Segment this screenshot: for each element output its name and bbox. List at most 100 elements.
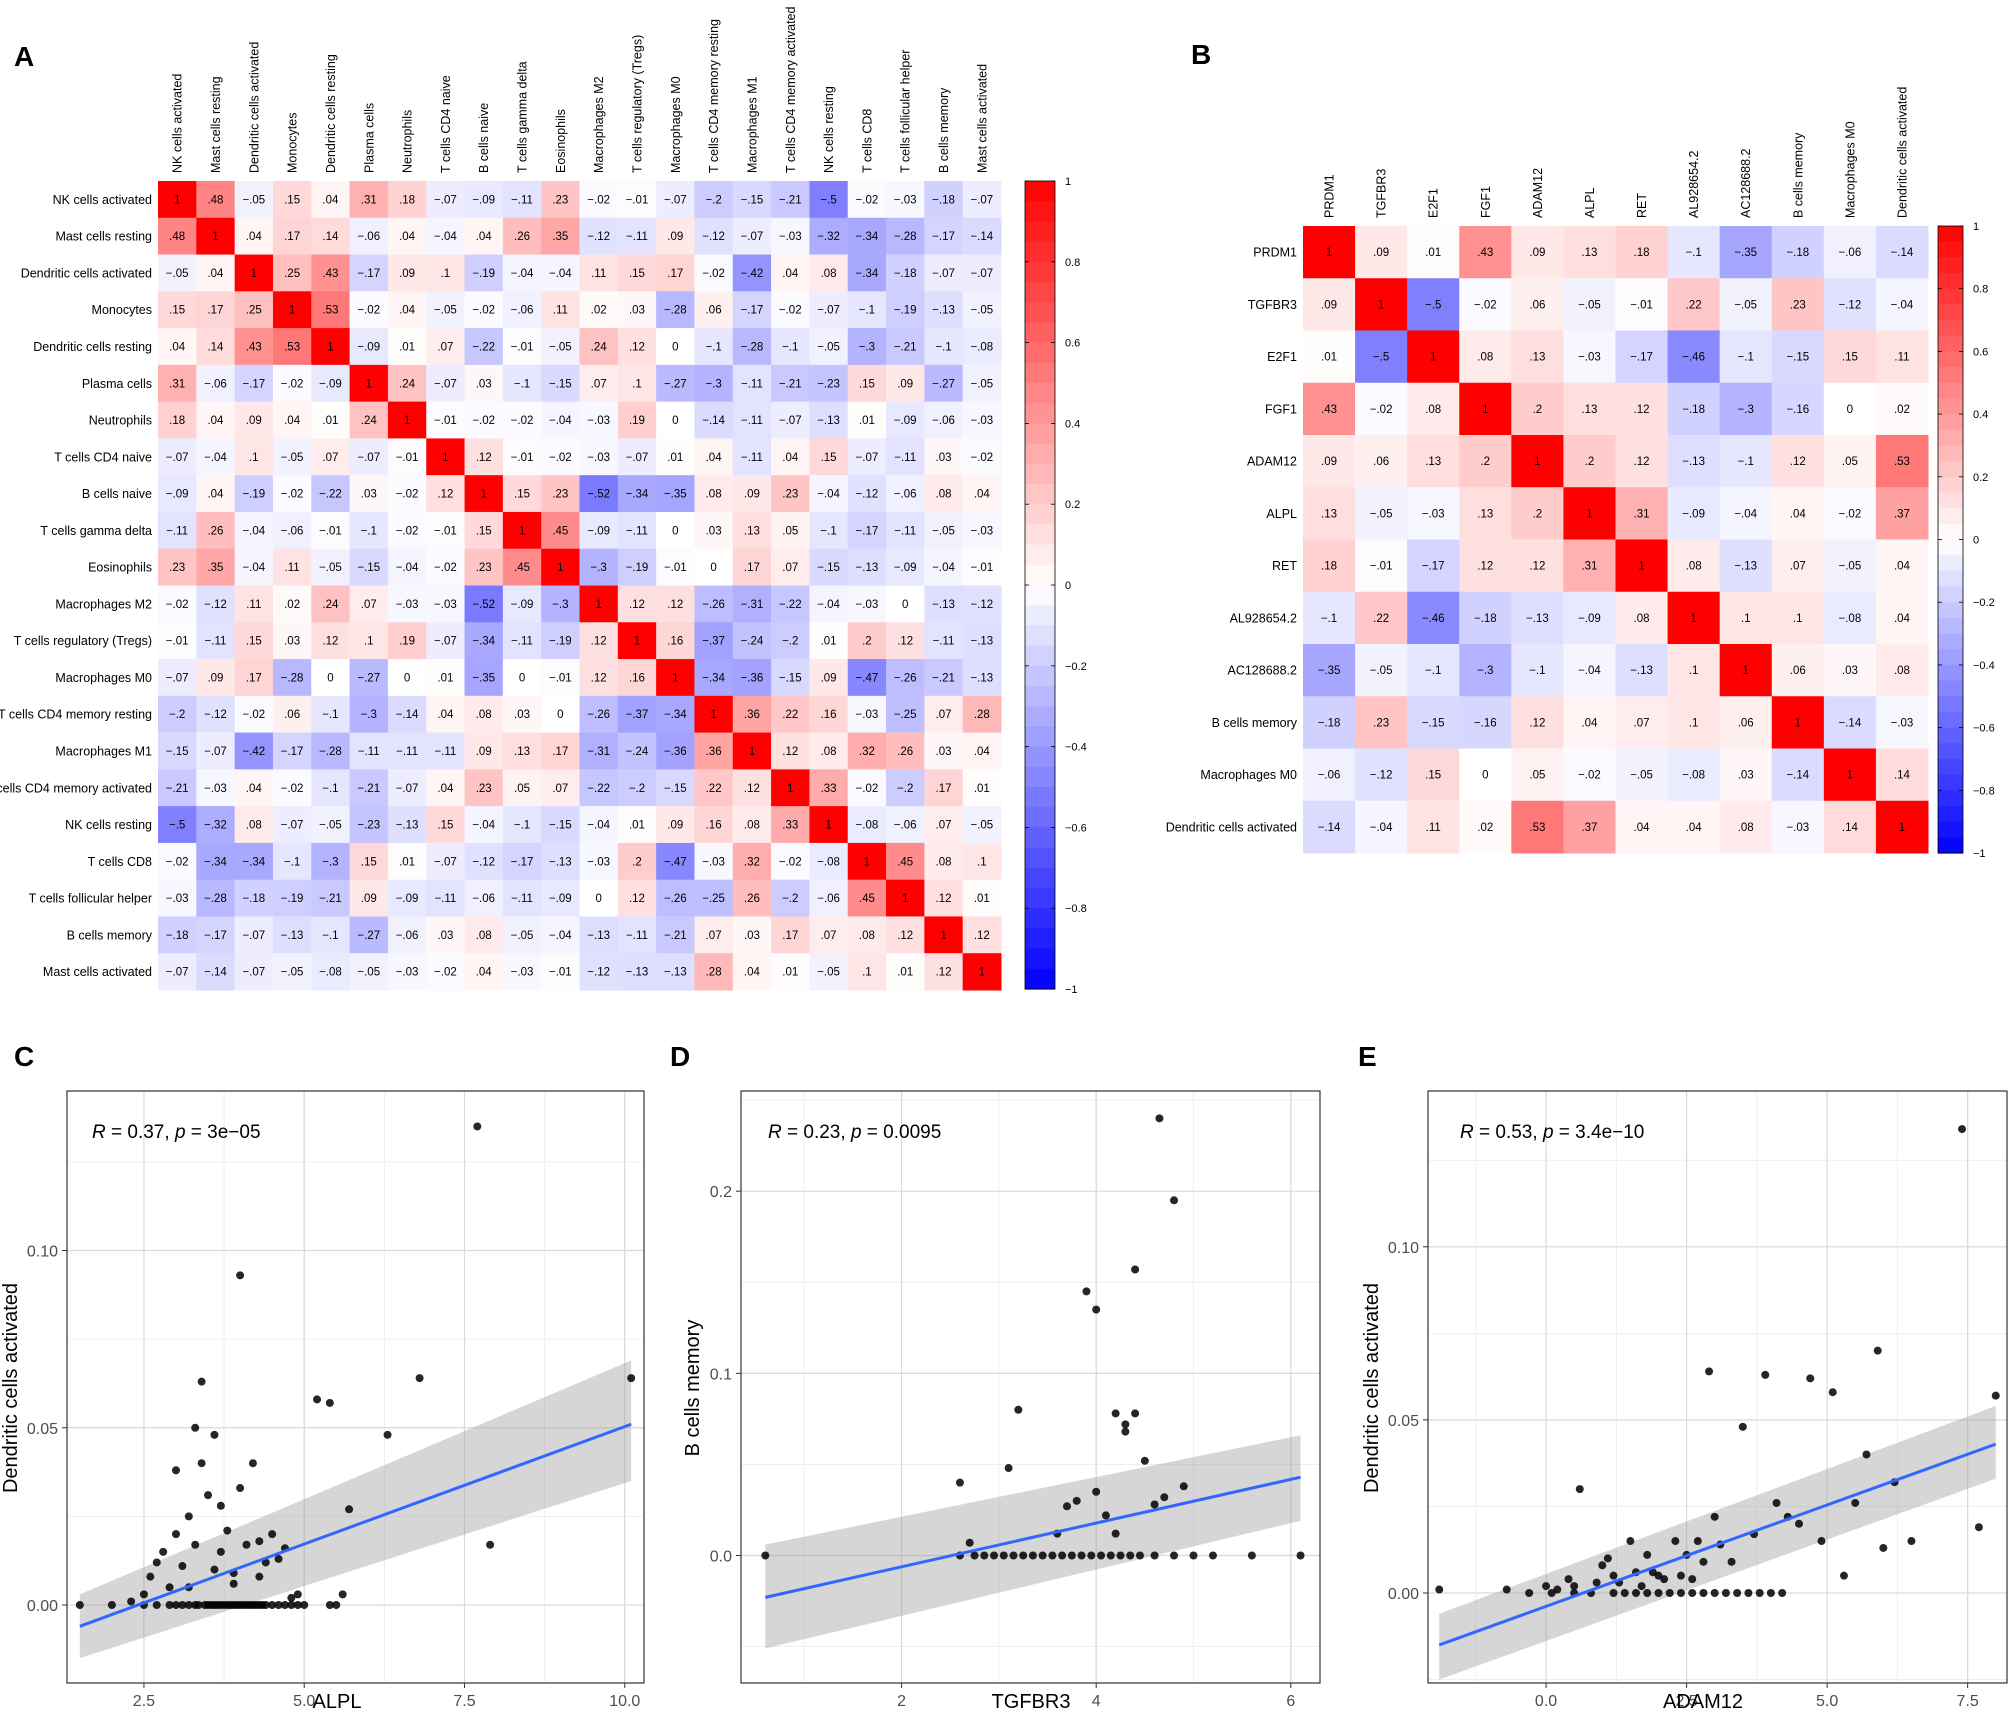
scatter-e-point [1828,1388,1837,1397]
heatmap-a-cell [541,548,580,586]
heatmap-a-cell [962,806,1002,844]
heatmap-a-cell [809,181,849,219]
heatmap-a-cell-value: −.21 [932,672,955,684]
heatmap-b-cell [1823,800,1877,854]
heatmap-a-cell-value: .08 [821,746,837,758]
heatmap-a-cell-value: .08 [246,820,262,832]
scatter-c-point [204,1491,213,1500]
heatmap-a-cell [924,181,964,219]
scatter-e-plot-area: 0.0 2.5 5.0 7.50.000.050.10 [1388,1090,2008,1710]
scatter-d-point [1170,1196,1179,1205]
heatmap-b-cell [1875,487,1929,540]
colorbar-a: 10.80.60.40.20−0.2−0.4−0.6−0.8−1 [1024,176,1087,996]
heatmap-a-cell-value: −.1 [361,525,377,537]
heatmap-a-cell-value: −.07 [779,415,802,427]
heatmap-a-cell [656,217,695,256]
heatmap-b-cell [1615,487,1669,540]
heatmap-a-row-label: B cells naive [82,487,152,501]
heatmap-a-cell-value: −.18 [166,930,189,942]
heatmap-b-cell [1355,278,1408,331]
heatmap-a-cell-value: −.19 [281,893,304,905]
scatter-d-point [1140,1456,1149,1465]
heatmap-a-cell [924,916,964,954]
heatmap-a-cell [196,659,236,697]
heatmap-a-cell [272,879,312,917]
heatmap-a-cell [272,254,312,292]
heatmap-a-cell-value: .36 [744,709,760,721]
heatmap-a-cell-value: −.1 [284,856,300,868]
heatmap-a-cell [847,548,887,586]
heatmap-a-cell [809,328,849,366]
heatmap-a-cell [196,364,236,403]
heatmap-a-cell [617,732,657,770]
heatmap-a-cell-value: −.01 [970,562,993,574]
heatmap-a-cell-value: .01 [859,415,875,427]
heatmap-b-cell-value: −.14 [1839,717,1862,729]
heatmap-a-cell-value: .12 [629,341,645,353]
scatter-c-point [332,1601,341,1610]
heatmap-a-cell [272,695,312,734]
heatmap-a-cell-value: .11 [285,562,300,574]
heatmap-a-cell [924,769,964,807]
heatmap-b-cell [1615,539,1669,593]
heatmap-a-cell [349,769,389,807]
colorbar-b-tick-label: 1 [1973,221,1979,233]
colorbar-b-segment [1938,633,1963,650]
heatmap-b-cell-value: .23 [1373,717,1389,729]
heatmap-a-cell [464,806,504,844]
heatmap-b-cell-value: .18 [1634,247,1650,259]
scatter-d-xtick-label: 4 [1092,1693,1101,1710]
colorbar-b-segment [1938,351,1963,368]
heatmap-a-cell [694,438,734,476]
colorbar-a-segment [1025,564,1055,586]
heatmap-a-cell-value: −.31 [741,599,764,611]
colorbar-a-tick-label: −0.8 [1065,903,1087,915]
heatmap-a-cell-value: −.25 [894,709,917,721]
scatter-c-point [210,1565,219,1574]
heatmap-b-cell [1667,696,1721,749]
heatmap-a-col-label: NK cells resting [822,86,836,173]
heatmap-a-cell-value: −.15 [817,562,840,574]
heatmap-a-cell-value: .04 [246,783,263,795]
heatmap-b-cell [1563,644,1616,697]
heatmap-a-cell-value: −.07 [204,746,227,758]
heatmap-a-cell [656,732,695,770]
colorbar-a-segment [1025,827,1055,849]
heatmap-a-cell [962,622,1002,660]
heatmap-a-cell-value: −.2 [782,893,798,905]
heatmap-a-cell [886,475,925,513]
heatmap-b-cell-value: .11 [1894,352,1909,364]
scatter-d-point [1111,1409,1120,1418]
scatter-e-point [1907,1537,1916,1546]
colorbar-a-segment [1025,726,1055,748]
heatmap-a-cell-value: −.35 [472,672,495,684]
heatmap-a-cell [847,842,887,881]
scatter-c-point [127,1597,136,1606]
heatmap-a-cell [771,659,810,697]
scatter-e-ytick-label: 0.05 [1388,1413,1419,1430]
heatmap-b-cell [1667,539,1721,593]
heatmap-a-cell [502,548,542,586]
scatter-e-xtick-label: 2.5 [1675,1693,1697,1710]
annotation-d: R = 0.23, p = 0.0095 [768,1122,941,1143]
heatmap-b-cell-value: .11 [1426,822,1441,834]
heatmap-a-cell [272,511,312,550]
heatmap-a-cell-value: −.22 [319,489,342,501]
heatmap-b-cell [1563,226,1616,279]
heatmap-a-cell-value: −.42 [741,268,764,280]
heatmap-a-cell [924,953,964,991]
heatmap-a-cell [771,511,810,550]
heatmap-b-cell [1303,748,1356,802]
heatmap-a-cell [234,438,274,476]
heatmap-a-cell-value: −.26 [587,709,610,721]
heatmap-a-cell [924,291,964,329]
heatmap-a-cell-value: −.13 [664,967,687,979]
colorbar-b-segment [1938,727,1963,744]
heatmap-a-cell [732,769,772,807]
heatmap-a-cell-value: −.1 [322,930,338,942]
heatmap-a-cell [886,401,925,439]
heatmap-a-cell [196,916,236,954]
scatter-d-point [1038,1551,1047,1560]
heatmap-a-cell-value: −.11 [626,525,648,537]
heatmap-b-cell [1875,591,1929,645]
